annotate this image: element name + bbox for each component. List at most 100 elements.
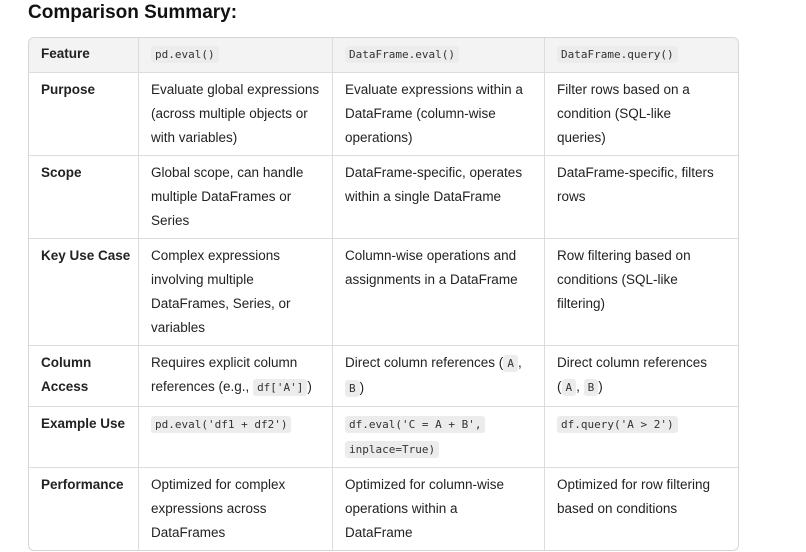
cell-line: Column <box>41 351 126 375</box>
text: ) <box>359 380 365 395</box>
text: Filter rows based on a <box>557 82 690 97</box>
inline-code: df['A'] <box>253 379 308 396</box>
inline-code: df.query('A > 2') <box>557 416 678 433</box>
text: expressions across <box>151 501 267 516</box>
table-cell: Optimized for row filtering based on cond… <box>544 468 738 550</box>
cell-line: Series <box>151 209 320 233</box>
table-cell: Requires explicit column references (e.g.… <box>138 346 332 406</box>
text: DataFrame-specific, operates <box>345 165 523 180</box>
text: Row filtering based on <box>557 248 691 263</box>
text: ) <box>598 379 603 394</box>
text: Example Use <box>41 416 126 431</box>
cell-line: within a single DataFrame <box>345 185 532 209</box>
cell-line: pd.eval('df1 + df2') <box>151 412 320 437</box>
inline-code: DataFrame.query() <box>557 46 678 63</box>
table-cell: df.query('A > 2') <box>544 407 738 467</box>
table-row: Performance Optimized for complex expressi… <box>29 467 738 550</box>
table-row: Column Access Requires explicit column refe… <box>29 345 738 406</box>
text: with variables) <box>151 130 238 145</box>
text: operations within a <box>345 501 458 516</box>
header-cell: DataFrame.query() <box>544 38 738 72</box>
cell-line: DataFrame.eval() <box>345 42 532 67</box>
text: DataFrame <box>345 525 413 540</box>
text: conditions (SQL-like <box>557 272 678 287</box>
inline-code: DataFrame.eval() <box>345 46 459 63</box>
cell-line: B) <box>345 376 532 401</box>
table-cell: Optimized for column-wise operations with… <box>332 468 544 550</box>
table-cell: Global scope, can handle multiple DataFra… <box>138 156 332 238</box>
cell-line: references (e.g., df['A']) <box>151 375 320 400</box>
cell-line: Requires explicit column <box>151 351 320 375</box>
cell-line: Complex expressions <box>151 244 320 268</box>
table-cell: DataFrame-specific, operates within a sin… <box>332 156 544 238</box>
inline-code: df.eval('C = A + B', <box>345 416 486 433</box>
header-cell: Feature <box>29 38 138 72</box>
text: Column-wise operations and <box>345 248 517 263</box>
table-row: Scope Global scope, can handle multiple Da… <box>29 155 738 238</box>
cell-line: pd.eval() <box>151 42 320 67</box>
table-cell: df.eval('C = A + B', inplace=True) <box>332 407 544 467</box>
header-cell: pd.eval() <box>138 38 332 72</box>
cell-line: DataFrames <box>151 521 320 545</box>
cell-line: Row filtering based on <box>557 244 726 268</box>
text: filtering) <box>557 296 606 311</box>
header-cell: DataFrame.eval() <box>332 38 544 72</box>
cell-line: Filter rows based on a <box>557 78 726 102</box>
cell-line: variables <box>151 316 320 340</box>
cell-line: Direct column references (A, <box>345 351 532 376</box>
text: involving multiple <box>151 272 254 287</box>
cell-line: operations) <box>345 126 532 150</box>
text: Performance <box>41 477 124 492</box>
table-cell: Complex expressions involving multiple Dat… <box>138 239 332 345</box>
cell-line: expressions across <box>151 497 320 521</box>
table-row: Purpose Evaluate global expressions (acros… <box>29 72 738 155</box>
text: queries) <box>557 130 606 145</box>
cell-line: Optimized for column-wise <box>345 473 532 497</box>
text: Scope <box>41 165 82 180</box>
text: DataFrame (column-wise <box>345 106 496 121</box>
table-cell: Column Access <box>29 346 138 406</box>
cell-line: involving multiple <box>151 268 320 292</box>
cell-line: filtering) <box>557 292 726 316</box>
header-row: Feature pd.eval() DataFrame.eval() DataFram… <box>29 38 738 72</box>
text: multiple DataFrames or <box>151 189 292 204</box>
text: ) <box>307 379 312 394</box>
text: Evaluate expressions within a <box>345 82 523 97</box>
table-cell: Scope <box>29 156 138 238</box>
text: assignments in a DataFrame <box>345 272 518 287</box>
text: condition (SQL-like <box>557 106 672 121</box>
table-cell: Performance <box>29 468 138 550</box>
table-cell: Evaluate global expressions (across multi… <box>138 73 332 155</box>
cell-line: df.query('A > 2') <box>557 412 726 437</box>
cell-line: conditions (SQL-like <box>557 268 726 292</box>
text: , <box>517 355 522 370</box>
cell-line: Key Use Case <box>41 244 130 268</box>
table-cell: DataFrame-specific, filters rows <box>544 156 738 238</box>
text: Feature <box>41 46 90 61</box>
table-cell: Optimized for complex expressions across D… <box>138 468 332 550</box>
cell-line: multiple DataFrames or <box>151 185 320 209</box>
text: Optimized for row filtering <box>557 477 711 492</box>
cell-line: operations within a <box>345 497 532 521</box>
text: DataFrame-specific, filters <box>557 165 714 180</box>
cell-line: inplace=True) <box>345 437 532 462</box>
cell-line: DataFrame-specific, operates <box>345 161 532 185</box>
inline-code: pd.eval() <box>151 46 219 63</box>
table-cell: Direct column references (A, B) <box>332 346 544 406</box>
table-cell: pd.eval('df1 + df2') <box>138 407 332 467</box>
table-cell: Purpose <box>29 73 138 155</box>
text: Optimized for column-wise <box>345 477 505 492</box>
cell-line: Column-wise operations and <box>345 244 532 268</box>
text: Access <box>41 379 89 394</box>
text: Global scope, can handle <box>151 165 304 180</box>
inline-code: B <box>583 379 599 396</box>
text: Evaluate global expressions <box>151 82 320 97</box>
text: Direct column references <box>557 355 708 370</box>
table-cell: Row filtering based on conditions (SQL-li… <box>544 239 738 345</box>
text: variables <box>151 320 206 335</box>
text: based on conditions <box>557 501 678 516</box>
inline-code: inplace=True) <box>345 441 440 458</box>
table-cell: Filter rows based on a condition (SQL-lik… <box>544 73 738 155</box>
cell-line: df.eval('C = A + B', <box>345 412 532 437</box>
